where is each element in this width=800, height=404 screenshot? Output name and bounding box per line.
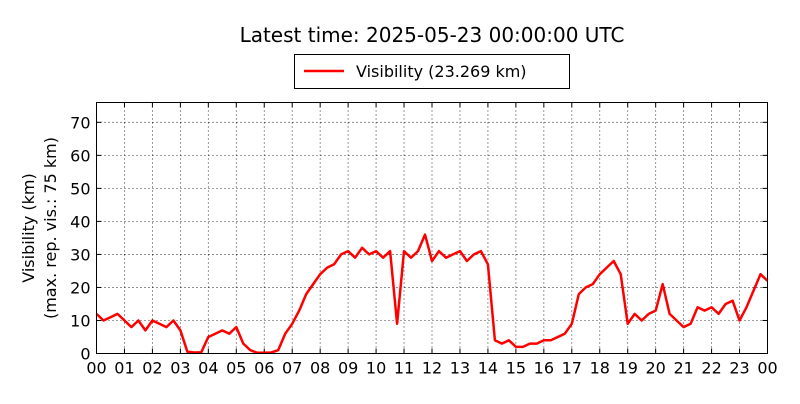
x-tick-label: 09 [338,359,358,378]
x-tick-label: 19 [618,359,638,378]
y-tick-label: 60 [70,146,90,165]
x-tick-label: 00 [757,359,777,378]
chart-title: Latest time: 2025-05-23 00:00:00 UTC [240,23,625,47]
x-tick-label: 18 [590,359,610,378]
x-tick-label: 14 [478,359,498,378]
x-tick-label: 02 [142,359,162,378]
x-tick-label: 20 [645,359,665,378]
x-tick-label: 17 [562,359,582,378]
y-axis-label: (max. rep. vis.: 75 km) [41,137,60,319]
y-tick-label: 50 [70,179,90,198]
y-tick-label: 40 [70,212,90,231]
x-tick-label: 15 [506,359,526,378]
x-tick-label: 03 [170,359,190,378]
axes-frame [96,102,768,354]
x-tick-label: 04 [198,359,218,378]
data-line [95,233,769,355]
x-tick-label: 23 [729,359,749,378]
x-tick-label: 16 [534,359,554,378]
x-tick-label: 01 [114,359,134,378]
x-tick-label: 05 [226,359,246,378]
y-tick-label: 10 [70,311,90,330]
x-tick-label: 13 [450,359,470,378]
y-tick-label: 0 [80,345,90,364]
x-tick-label: 11 [394,359,414,378]
x-tick-label: 21 [673,359,693,378]
x-tick-label: 07 [282,359,302,378]
x-tick-label: 00 [86,359,106,378]
y-axis-label: Visibility (km) [19,173,38,282]
x-tick-label: 06 [254,359,274,378]
legend-label: Visibility (23.269 km) [356,62,527,81]
y-tick-label: 20 [70,278,90,297]
y-tick-label: 70 [70,113,90,132]
x-tick-label: 10 [366,359,386,378]
x-tick-label: 08 [310,359,330,378]
plot-area: 0 10 20 30 40 50 60 70 00 01 02 03 04 05 06 07 08 09 10 11 1… [70,102,778,378]
y-tick-label: 30 [70,245,90,264]
x-tick-label: 12 [422,359,442,378]
x-tick-label: 22 [701,359,721,378]
